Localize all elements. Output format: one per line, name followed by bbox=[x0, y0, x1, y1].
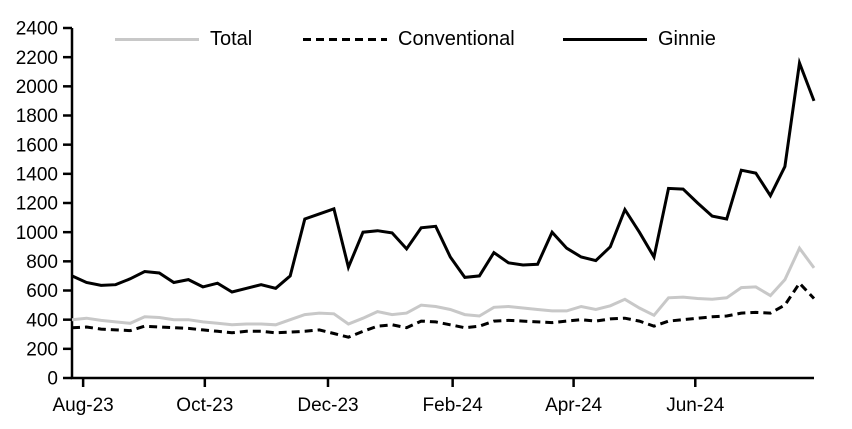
y-tick-label: 600 bbox=[26, 281, 58, 302]
y-tick-label: 2000 bbox=[16, 77, 58, 98]
y-tick-label: 2200 bbox=[16, 48, 58, 69]
legend-label-ginnie: Ginnie bbox=[658, 27, 716, 50]
ginnie-line bbox=[71, 57, 816, 294]
y-tick-label: 1400 bbox=[16, 164, 58, 185]
y-tick-label: 200 bbox=[26, 339, 58, 360]
y-tick-label: 1200 bbox=[16, 194, 58, 215]
conventional-line-sample-icon bbox=[303, 37, 387, 41]
y-tick-label: 1800 bbox=[16, 106, 58, 127]
y-tick-label: 1000 bbox=[16, 223, 58, 244]
y-tick-label: 0 bbox=[47, 369, 58, 390]
total-line bbox=[71, 245, 816, 327]
legend-label-conventional: Conventional bbox=[398, 27, 515, 50]
x-tick-label: Jun-24 bbox=[666, 395, 725, 416]
chart-legend: Total Conventional Ginnie bbox=[0, 27, 852, 51]
legend-item-conventional: Conventional bbox=[303, 27, 515, 51]
x-tick-label: Aug-23 bbox=[52, 395, 113, 416]
x-tick-label: Apr-24 bbox=[545, 395, 602, 416]
y-tick-label: 800 bbox=[26, 252, 58, 273]
y-tick-label: 2400 bbox=[16, 19, 58, 40]
ginnie-line-sample-icon bbox=[563, 37, 647, 41]
legend-item-ginnie: Ginnie bbox=[563, 27, 716, 51]
y-tick-label: 1600 bbox=[16, 135, 58, 156]
x-tick-label: Feb-24 bbox=[423, 395, 484, 416]
total-line-sample-icon bbox=[115, 37, 199, 41]
legend-label-total: Total bbox=[210, 27, 253, 50]
y-tick-label: 400 bbox=[26, 310, 58, 331]
x-tick-label: Dec-23 bbox=[297, 395, 358, 416]
conventional-line bbox=[71, 280, 816, 339]
legend-item-total: Total bbox=[115, 27, 252, 51]
x-tick-label: Oct-23 bbox=[176, 395, 233, 416]
